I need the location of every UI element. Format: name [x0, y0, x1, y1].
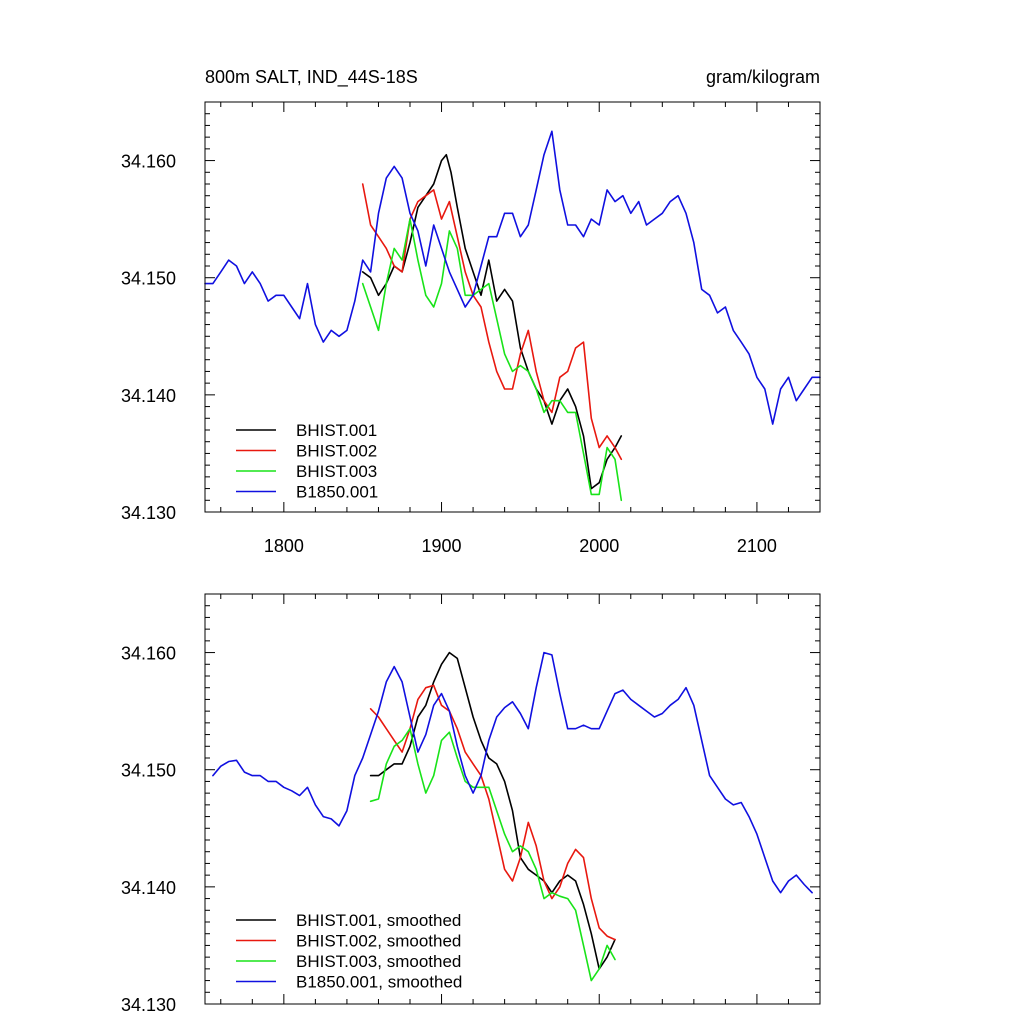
- series-line: [369, 684, 616, 941]
- y-tick-label: 34.130: [121, 995, 176, 1015]
- y-tick-label: 34.150: [121, 269, 176, 289]
- series-line: [361, 218, 623, 502]
- top-panel-frame: [204, 101, 821, 513]
- series-line: [361, 183, 623, 461]
- top-panel-units: gram/kilogram: [706, 67, 820, 87]
- legend-label: BHIST.002: [296, 442, 377, 461]
- x-tick-label: 2000: [579, 536, 619, 556]
- x-tick-label: 2100: [737, 536, 777, 556]
- series-line: [369, 727, 616, 982]
- legend-label: BHIST.003, smoothed: [296, 952, 461, 971]
- y-tick-label: 34.160: [121, 644, 176, 664]
- legend-label: B1850.001, smoothed: [296, 973, 462, 992]
- y-tick-label: 34.140: [121, 878, 176, 898]
- series-line: [369, 651, 616, 970]
- top-panel-title: 800m SALT, IND_44S-18S: [205, 67, 418, 88]
- y-tick-label: 34.150: [121, 761, 176, 781]
- legend-label: BHIST.003: [296, 462, 377, 481]
- x-tick-label: 1800: [264, 536, 304, 556]
- y-tick-label: 34.140: [121, 386, 176, 406]
- bottom-panel-frame: [204, 593, 821, 1005]
- series-line: [361, 153, 623, 490]
- top-panel: 800m SALT, IND_44S-18S gram/kilogram 180…: [121, 67, 821, 556]
- series-line: [204, 130, 821, 425]
- y-tick-label: 34.130: [121, 503, 176, 523]
- legend-label: BHIST.001: [296, 421, 377, 440]
- x-tick-label: 1900: [422, 536, 462, 556]
- legend-label: B1850.001: [296, 483, 378, 502]
- series-line: [212, 651, 813, 894]
- legend-label: BHIST.001, smoothed: [296, 911, 461, 930]
- y-tick-label: 34.160: [121, 152, 176, 172]
- bottom-panel: 34.130 34.140 34.150 34.160 BHIST.001, smoot…: [121, 593, 821, 1015]
- legend-label: BHIST.002, smoothed: [296, 932, 461, 951]
